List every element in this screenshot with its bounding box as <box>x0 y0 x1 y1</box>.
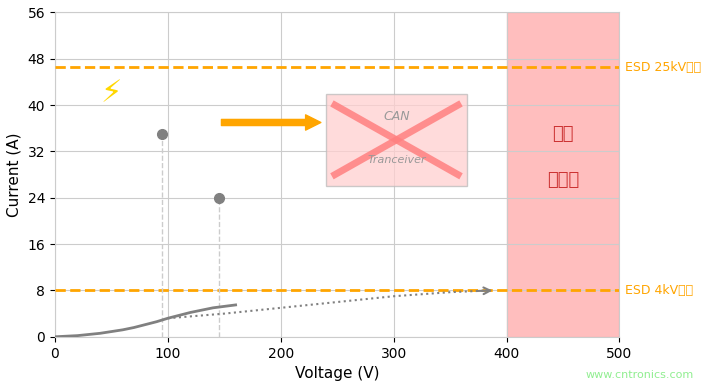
Text: CAN: CAN <box>383 110 410 123</box>
Text: ESD 25kV相当: ESD 25kV相当 <box>625 61 701 74</box>
Text: www.cntronics.com: www.cntronics.com <box>586 370 694 380</box>
Text: Tranceiver: Tranceiver <box>367 155 426 165</box>
Bar <box>326 94 467 186</box>
X-axis label: Voltage (V): Voltage (V) <box>295 366 379 381</box>
Y-axis label: Current (A): Current (A) <box>7 132 22 217</box>
Bar <box>506 12 620 337</box>
Text: ⚡: ⚡ <box>101 79 122 108</box>
Text: 故障: 故障 <box>552 125 573 143</box>
Text: ESD 4kV相当: ESD 4kV相当 <box>625 284 693 297</box>
Text: エリア: エリア <box>547 171 579 189</box>
